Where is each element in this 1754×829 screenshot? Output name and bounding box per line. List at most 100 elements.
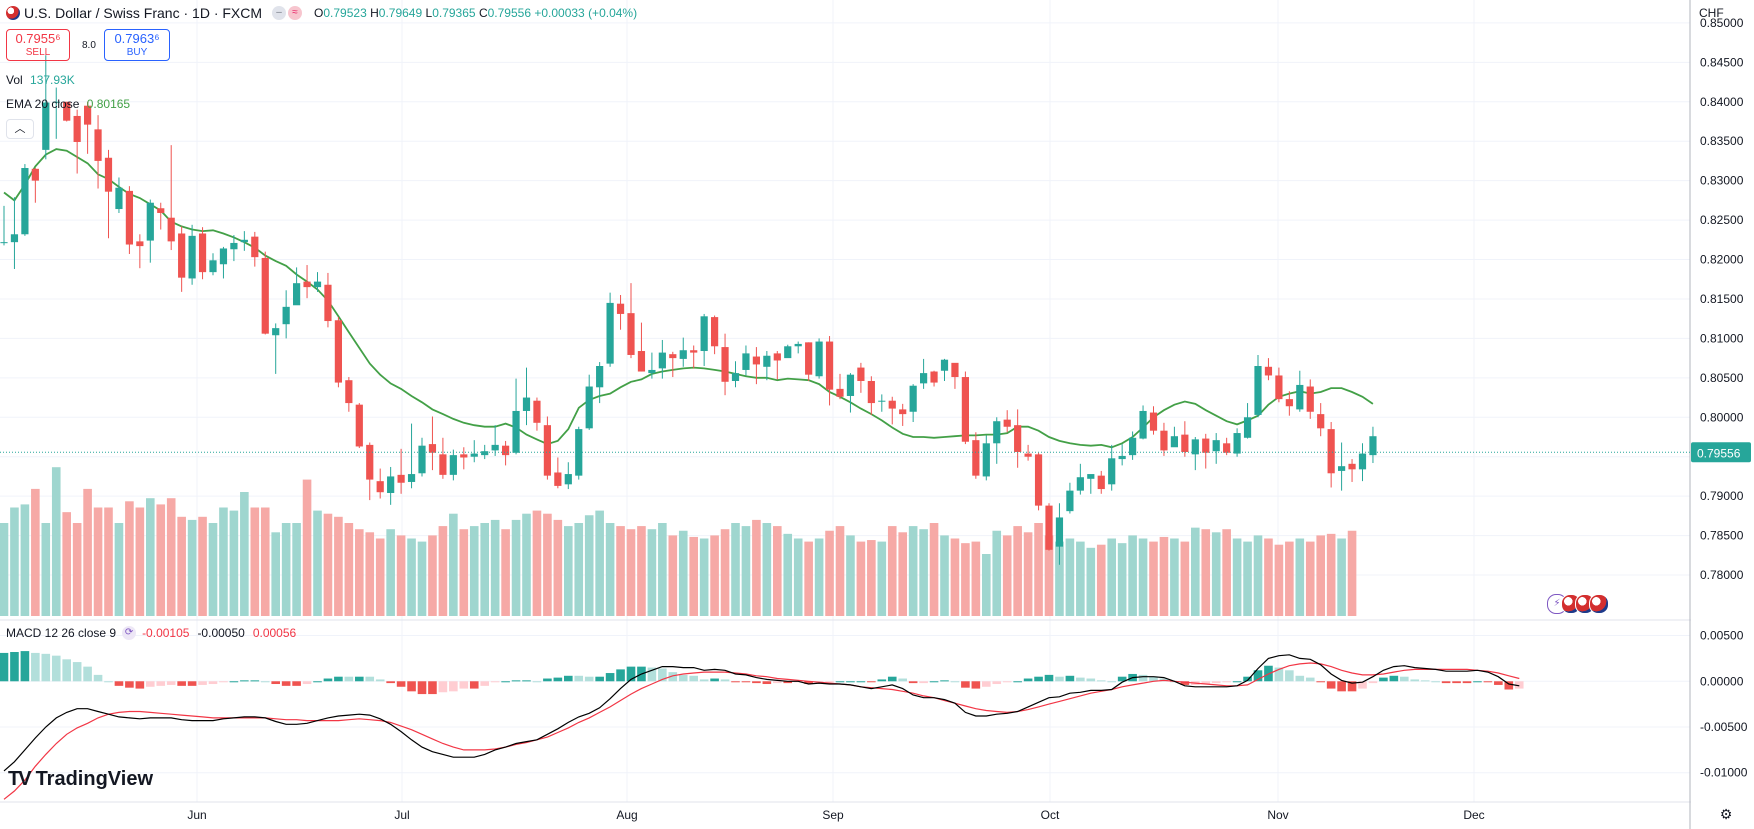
volume-bar <box>783 533 793 616</box>
macd-histogram-bar <box>1441 681 1451 684</box>
volume-bar <box>1201 529 1211 616</box>
price-tick-label: 0.82000 <box>1700 253 1744 267</box>
candle-body <box>1296 384 1304 410</box>
sell-button[interactable]: 0.7955⁶ SELL <box>6 29 70 61</box>
macd-histogram-bar <box>908 681 918 684</box>
candle-body <box>136 241 144 247</box>
volume-bar <box>584 515 594 616</box>
volume-bar <box>250 507 260 616</box>
candle-body <box>240 239 248 243</box>
macd-histogram-bar <box>511 680 521 682</box>
volume-bar <box>678 530 688 616</box>
volume-bar <box>574 523 584 616</box>
macd-histogram-bar <box>240 680 249 682</box>
volume-bar <box>762 523 772 616</box>
event-badges[interactable]: ⚡ <box>1547 594 1609 614</box>
volume-bar <box>741 526 751 616</box>
gear-icon[interactable]: ⚙ <box>1719 806 1733 822</box>
candle-body <box>585 386 593 429</box>
price-tick-label: 0.79000 <box>1700 489 1744 503</box>
candle-body <box>1369 436 1377 456</box>
vol-label: Vol <box>6 73 23 87</box>
volume-bar <box>1065 538 1075 616</box>
volume-bar <box>626 529 636 616</box>
volume-bar <box>1264 538 1273 616</box>
macd-histogram-bar <box>271 681 280 685</box>
volume-bar <box>1337 538 1346 616</box>
candle-body <box>700 316 708 352</box>
buy-button[interactable]: 0.7963⁶ BUY <box>104 29 170 61</box>
macd-histogram-bar <box>219 681 228 683</box>
ema-20-line <box>3 148 1374 449</box>
status-pills[interactable]: – ≈ <box>272 6 303 20</box>
macd-histogram-bar <box>1274 667 1284 682</box>
candle-body <box>993 421 1001 444</box>
macd-histogram-bar <box>365 676 375 682</box>
volume-bar <box>281 523 291 616</box>
volume-bar <box>992 530 1002 616</box>
tradingview-logo[interactable]: TV TradingView <box>8 768 153 791</box>
volume-bar <box>386 529 395 616</box>
volume-bar <box>1316 535 1325 616</box>
volume-bar <box>658 523 667 616</box>
macd-histogram-bar <box>302 681 312 685</box>
volume-bar <box>1347 530 1357 616</box>
ema-legend[interactable]: EMA 20 close 0.80165 <box>6 97 130 111</box>
macd-legend[interactable]: MACD 12 26 close 9 ⟳ -0.00105 -0.00050 0… <box>6 626 296 640</box>
volume-bar <box>396 535 406 616</box>
macd-histogram-bar <box>355 676 364 682</box>
macd-histogram-bar <box>250 680 260 682</box>
candle-body <box>805 342 813 375</box>
candle-body <box>219 248 228 265</box>
candle-body <box>648 369 656 374</box>
macd-settings-icon[interactable]: ⟳ <box>122 626 137 640</box>
volume-bar <box>543 513 552 616</box>
volume-bar <box>689 536 698 616</box>
price-tick-label: 0.83000 <box>1700 174 1744 188</box>
macd-histogram-bar <box>260 681 270 683</box>
volume-bar <box>93 507 103 616</box>
volume-bar <box>856 541 866 616</box>
candle-body <box>1066 490 1074 512</box>
market-status-icon[interactable]: – <box>272 6 287 20</box>
macd-histogram-bar <box>1211 681 1221 684</box>
volume-bar <box>950 538 960 616</box>
price-tick-label: 0.81000 <box>1700 331 1744 345</box>
symbol-title[interactable]: U.S. Dollar / Swiss Franc · 1D · FXCM <box>24 5 263 21</box>
volume-bar <box>898 532 907 616</box>
spread-value: 8.0 <box>82 40 96 51</box>
volume-bar <box>1034 523 1043 616</box>
macd-histogram-bar <box>0 652 9 682</box>
candle-body <box>1243 417 1252 438</box>
volume-bar <box>710 535 719 616</box>
candle-body <box>125 190 133 245</box>
volume-bar <box>814 538 824 616</box>
chart-header: U.S. Dollar / Swiss Franc · 1D · FXCM – … <box>6 5 637 21</box>
macd-histogram-bar <box>146 681 155 687</box>
delayed-data-icon[interactable]: ≈ <box>288 6 303 20</box>
candle-body <box>846 374 855 396</box>
candle-body <box>1223 443 1231 453</box>
macd-histogram-bar <box>1149 676 1158 682</box>
macd-histogram-bar <box>773 681 782 684</box>
candle-body <box>1233 433 1241 454</box>
volume-bar <box>919 529 928 616</box>
ema-line <box>3 148 1374 449</box>
candle-body <box>1034 454 1043 506</box>
candle-body <box>1003 419 1011 427</box>
candle-body <box>1149 412 1158 431</box>
chevron-up-icon[interactable]: ︿ <box>6 119 34 139</box>
macd-histogram-bar <box>292 681 301 686</box>
candle-body <box>1087 474 1095 479</box>
vol-legend[interactable]: Vol 137.93K <box>6 73 75 87</box>
candle-body <box>115 187 123 210</box>
macd-histogram-bar <box>104 681 113 683</box>
candle-body <box>167 217 175 242</box>
volume-bar <box>1076 541 1085 616</box>
volume-bar <box>1326 533 1336 616</box>
volume-bar <box>355 529 364 616</box>
macd-histogram-bar <box>877 679 887 682</box>
candle-body <box>742 353 750 370</box>
volume-bar <box>522 513 531 616</box>
